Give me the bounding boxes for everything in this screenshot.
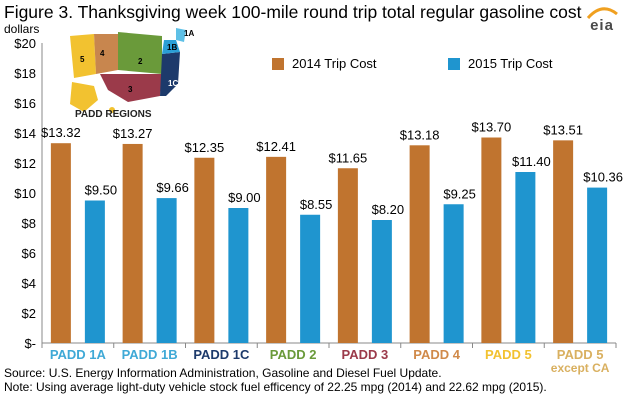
bar-2015-3 xyxy=(300,214,321,343)
y-tick-label: $10 xyxy=(14,186,36,201)
bar-2015-6 xyxy=(515,172,536,343)
x-tick-label: PADD 5 xyxy=(485,347,532,362)
bar-2014-1 xyxy=(122,143,143,343)
data-label-2015: $9.00 xyxy=(228,190,261,205)
bar-2015-7 xyxy=(587,187,608,343)
map-label-1c: 1C xyxy=(168,79,178,88)
map-label-4: 4 xyxy=(100,49,105,58)
bar-2015-1 xyxy=(156,198,177,343)
y-tick-label: $14 xyxy=(14,126,36,141)
x-tick-label: PADD 4 xyxy=(413,347,460,362)
bar-2014-3 xyxy=(266,156,287,343)
bar-2015-0 xyxy=(84,200,105,343)
map-region-5-alaska xyxy=(70,82,98,112)
bar-2014-6 xyxy=(481,137,502,343)
map-region-1c xyxy=(160,52,180,96)
bar-2014-4 xyxy=(337,168,358,343)
data-label-2015: $9.66 xyxy=(156,180,189,195)
legend-swatch-2014 xyxy=(272,57,284,70)
x-tick-label: PADD 3 xyxy=(342,347,389,362)
bars: $13.32 $9.50 $13.27 $9.66 $12.35 $9.00 $12.41 $… xyxy=(41,120,623,343)
bar-2015-5 xyxy=(443,204,464,343)
data-label-2014: $12.41 xyxy=(256,139,296,154)
data-label-2014: $13.51 xyxy=(543,122,583,137)
map-region-1b xyxy=(162,40,180,54)
y-tick-label: $2 xyxy=(22,306,36,321)
eia-logo-arc-icon xyxy=(586,7,618,20)
legend-label-2014: 2014 Trip Cost xyxy=(292,56,377,71)
x-tick-label: except CA xyxy=(551,361,610,375)
map-label-1a: 1A xyxy=(184,29,194,38)
eia-logo-text: eia xyxy=(590,17,614,34)
y-tick-label: $8 xyxy=(22,216,36,231)
data-label-2015: $9.25 xyxy=(443,186,476,201)
bar-2014-0 xyxy=(50,143,71,343)
data-label-2014: $12.35 xyxy=(184,140,224,155)
legend-item-2014: 2014 Trip Cost xyxy=(272,56,377,71)
map-title: PADD REGIONS xyxy=(75,109,152,120)
x-tick-label: PADD 2 xyxy=(270,347,317,362)
map-region-4 xyxy=(94,34,118,74)
map-region-5 xyxy=(70,34,96,78)
padd-map: 5 4 2 3 1C 1B 1A xyxy=(70,28,194,113)
data-label-2014: $13.70 xyxy=(471,120,511,135)
footer-note: Note: Using average light-duty vehicle s… xyxy=(4,380,547,394)
y-unit-label: dollars xyxy=(4,22,40,36)
map-label-1b: 1B xyxy=(167,43,177,52)
map-label-5: 5 xyxy=(80,55,85,64)
data-label-2015: $9.50 xyxy=(85,183,118,198)
data-label-2015: $8.20 xyxy=(372,202,405,217)
bar-2014-7 xyxy=(553,140,574,343)
legend-swatch-2015 xyxy=(448,57,460,70)
x-tick-label: PADD 1A xyxy=(50,347,107,362)
y-tick-label: $18 xyxy=(14,66,36,81)
chart-title: Figure 3. Thanksgiving week 100-mile rou… xyxy=(4,2,582,22)
y-tick-label: $- xyxy=(24,336,36,351)
map-region-3 xyxy=(100,74,162,102)
legend-item-2015: 2015 Trip Cost xyxy=(448,56,553,71)
map-label-2: 2 xyxy=(138,57,143,66)
y-tick-label: $12 xyxy=(14,156,36,171)
map-region-1a xyxy=(176,28,186,42)
bar-2014-2 xyxy=(194,157,215,343)
data-label-2014: $13.18 xyxy=(400,127,440,142)
y-tick-label: $4 xyxy=(22,276,36,291)
x-tick-label: PADD 1B xyxy=(122,347,178,362)
y-tick-label: $20 xyxy=(14,36,36,51)
y-tick-label: $16 xyxy=(14,96,36,111)
y-tick-label: $6 xyxy=(22,246,36,261)
data-label-2014: $13.27 xyxy=(113,126,153,141)
bar-2014-5 xyxy=(409,145,430,343)
bar-2015-2 xyxy=(228,208,249,343)
data-label-2014: $13.32 xyxy=(41,125,81,140)
bar-2015-4 xyxy=(371,220,392,343)
eia-logo: eia xyxy=(584,4,620,38)
map-region-5-hawaii xyxy=(109,107,115,113)
data-label-2014: $11.65 xyxy=(328,150,367,165)
data-label-2015: $10.36 xyxy=(583,170,623,185)
legend-label-2015: 2015 Trip Cost xyxy=(468,56,553,71)
map-label-3: 3 xyxy=(128,85,133,94)
map-region-2 xyxy=(118,32,162,74)
data-label-2015: $8.55 xyxy=(300,197,333,212)
footer-source: Source: U.S. Energy Information Administ… xyxy=(4,366,442,380)
axes: $- $2 $4 $6 $8 $10 $12 $14 $16 $18 $20 PADD 1A PADD … xyxy=(14,36,617,375)
x-tick-label: PADD 5 xyxy=(557,347,604,362)
x-tick-label: PADD 1C xyxy=(193,347,250,362)
data-label-2015: $11.40 xyxy=(512,154,551,169)
